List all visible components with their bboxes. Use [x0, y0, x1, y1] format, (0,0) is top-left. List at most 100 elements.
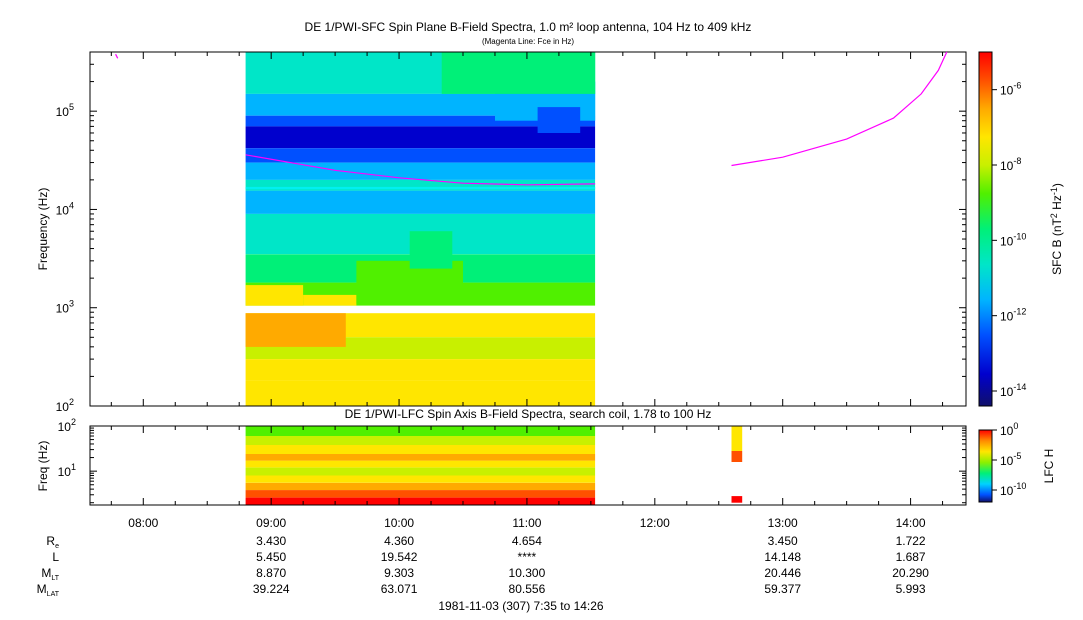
lfc-band [245, 426, 596, 436]
lfc-band [245, 445, 596, 454]
time-tick-label: 14:00 [896, 516, 926, 530]
sfc-band [245, 380, 596, 406]
time-tick-label: 12:00 [640, 516, 670, 530]
sfc-colorbar-tick-label: 10-14 [1000, 382, 1026, 399]
ephemeris-row-label: MLAT [37, 582, 60, 598]
lfc-y-axis-label: Freq (Hz) [36, 441, 50, 492]
lfc-colorbar: 100 10-5 10-10 LFC H [978, 421, 1056, 503]
sfc-green-patch [441, 52, 596, 94]
ephemeris-value: 20.290 [892, 566, 929, 580]
lfc-burst [731, 426, 743, 451]
lfc-colorbar-ramp [978, 429, 993, 503]
ephemeris-value: 63.071 [381, 582, 418, 596]
time-tick-label: 09:00 [256, 516, 286, 530]
lfc-x-ticks [110, 426, 944, 505]
lfc-colorbar-tick-label: 10-5 [1000, 451, 1021, 468]
sfc-band [245, 162, 596, 180]
lfc-burst [731, 496, 743, 503]
lfc-band [245, 497, 596, 505]
ephemeris-value: 80.556 [509, 582, 546, 596]
sfc-y-axis: 102 103 104 105 [56, 51, 966, 414]
lfc-colorbar-ticks: 100 10-5 10-10 [992, 421, 1026, 498]
ephemeris-value: 1.722 [896, 534, 926, 548]
ephemeris-value: 1.687 [896, 550, 926, 564]
sfc-y-axis-label: Frequency (Hz) [36, 188, 50, 271]
sfc-spectrogram [245, 52, 596, 406]
lfc-panel: 101 102 Freq (Hz) [36, 417, 967, 506]
sfc-panel: 102 103 104 105 Frequency (Hz) [36, 51, 967, 414]
sfc-colorbar-tick-label: 10-12 [1000, 307, 1026, 324]
lfc-y-axis: 101 102 [58, 417, 966, 504]
time-axis-labels: 08:00 09:00 10:00 11:00 12:00 13:00 14:00 [128, 516, 926, 530]
sfc-line-feature [245, 186, 596, 190]
lfc-spectrogram [245, 426, 743, 505]
chart-title: DE 1/PWI-SFC Spin Plane B-Field Spectra,… [305, 20, 752, 34]
ephemeris-value: 9.303 [384, 566, 414, 580]
ephemeris-value: 4.654 [512, 534, 542, 548]
ephemeris-value: 39.224 [253, 582, 290, 596]
lfc-colorbar-tick-label: 10-10 [1000, 481, 1026, 498]
sfc-colorbar: 10-6 10-8 10-10 10-12 10-14 SFC B (nT2 Hz-1) [978, 51, 1064, 407]
ephemeris-row-label: Re [46, 534, 59, 550]
sfc-y-tick-label: 104 [56, 200, 74, 217]
sfc-x-ticks [110, 52, 944, 406]
ephemeris-value: 10.300 [509, 566, 546, 580]
time-range-footer: 1981-11-03 (307) 7:35 to 14:26 [438, 599, 604, 613]
lfc-colorbar-label: LFC H [1042, 449, 1056, 484]
lfc-colorbar-tick-label: 100 [1000, 421, 1018, 438]
lfc-burst [731, 451, 743, 462]
sfc-band [245, 115, 596, 127]
sfc-y-tick-label: 102 [56, 397, 74, 414]
time-tick-label: 08:00 [128, 516, 158, 530]
lfc-plot-frame [89, 425, 967, 506]
time-tick-label: 13:00 [768, 516, 798, 530]
lfc-band [245, 454, 596, 461]
ephemeris-table: Re 3.430 4.360 4.654 3.450 1.722 L 5.450 19.542 *… [37, 534, 930, 598]
ephemeris-value: 20.446 [764, 566, 801, 580]
sfc-colorbar-tick-label: 10-8 [1000, 156, 1021, 173]
sfc-colorbar-label: SFC B (nT2 Hz-1) [1049, 183, 1064, 275]
lfc-band [245, 467, 596, 476]
sfc-band [245, 148, 596, 163]
sfc-colorbar-tick-label: 10-6 [1000, 81, 1021, 98]
lfc-title: DE 1/PWI-LFC Spin Axis B-Field Spectra, … [345, 407, 712, 421]
fce-segment [731, 51, 948, 167]
lfc-band [245, 475, 596, 483]
fce-segment [245, 154, 596, 186]
ephemeris-row-label: L [52, 550, 59, 564]
lfc-band [245, 436, 596, 445]
sfc-band [245, 179, 596, 191]
sfc-colorbar-ticks: 10-6 10-8 10-10 10-12 10-14 [992, 81, 1026, 399]
lfc-y-tick-label: 101 [58, 462, 76, 479]
sfc-warm-patch [245, 313, 346, 347]
ephemeris-value: 4.360 [384, 534, 414, 548]
ephemeris-value: 3.430 [256, 534, 286, 548]
sfc-band [245, 359, 596, 381]
sfc-green-patch [409, 231, 453, 269]
lfc-band [245, 460, 596, 468]
ephemeris-value: 8.870 [256, 566, 286, 580]
sfc-y-tick-label: 105 [56, 102, 74, 119]
fce-line [115, 51, 948, 186]
lfc-band [245, 482, 596, 491]
sfc-band [245, 126, 596, 149]
sfc-warm-patch [303, 294, 357, 306]
ephemeris-value: 5.993 [896, 582, 926, 596]
lfc-band [245, 490, 596, 498]
ephemeris-value: 59.377 [764, 582, 801, 596]
sfc-colorbar-tick-label: 10-10 [1000, 231, 1026, 248]
sfc-colorbar-ramp [978, 51, 993, 407]
sfc-y-tick-label: 103 [56, 299, 74, 316]
ephemeris-value: 3.450 [768, 534, 798, 548]
ephemeris-value: 19.542 [381, 550, 418, 564]
chart-subtitle: (Magenta Line: Fce in Hz) [482, 37, 574, 46]
ephemeris-value: **** [518, 550, 537, 564]
sfc-warm-patch [245, 285, 304, 306]
ephemeris-row-label: MLT [41, 566, 59, 582]
time-tick-label: 11:00 [512, 516, 541, 530]
ephemeris-value: 14.148 [764, 550, 801, 564]
fce-segment [115, 53, 119, 59]
sfc-band [245, 190, 596, 214]
lfc-y-tick-label: 102 [58, 417, 76, 434]
